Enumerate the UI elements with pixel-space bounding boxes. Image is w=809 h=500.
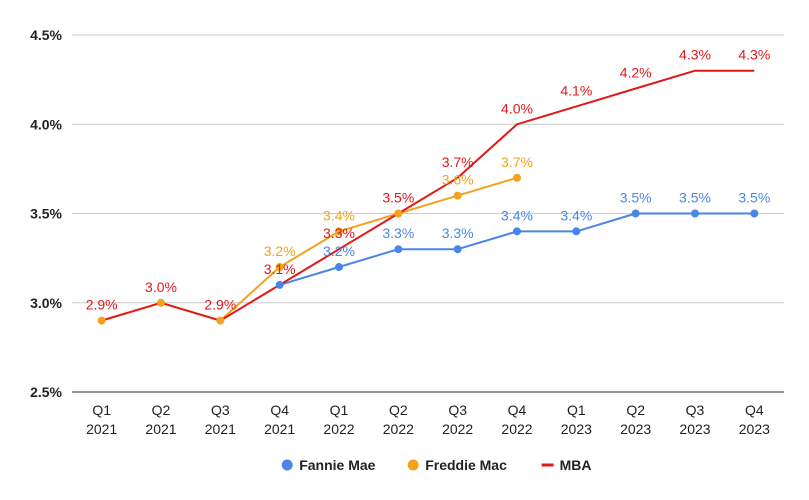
fannie-mae-point (631, 209, 640, 218)
fannie-mae-point (394, 245, 403, 254)
mba-data-label: 2.9% (86, 297, 118, 313)
fannie-mae-point (335, 263, 343, 272)
x-tick-label-quarter: Q4 (745, 402, 764, 418)
x-tick-label-year: 2023 (679, 421, 710, 437)
freddie-mac-point (275, 263, 284, 272)
legend: Fannie Mae Freddie Mac MBA (281, 457, 592, 473)
x-tick-label-year: 2021 (205, 421, 236, 437)
mba-data-label: 4.2% (620, 65, 652, 81)
freddie-mac-point (97, 316, 106, 325)
freddie-mac-data-label: 3.7% (501, 154, 533, 170)
freddie-mac-point (453, 191, 462, 200)
x-tick-label-year: 2021 (145, 421, 176, 437)
x-tick-label-quarter: Q3 (686, 402, 705, 418)
y-tick-label: 4.0% (30, 116, 62, 132)
series-markers (97, 173, 759, 325)
gridlines (72, 34, 784, 393)
freddie-mac-legend-label: Freddie Mac (425, 457, 507, 473)
x-tick-label-quarter: Q1 (567, 402, 586, 418)
fannie-mae-point (453, 245, 462, 254)
mba-legend-label: MBA (560, 457, 592, 473)
x-tick-label-quarter: Q3 (448, 402, 467, 418)
mba-data-label: 4.3% (679, 47, 711, 63)
y-tick-label: 3.0% (30, 295, 62, 311)
freddie-mac-data-label: 3.2% (264, 243, 296, 259)
y-tick-label: 3.5% (30, 206, 62, 222)
x-tick-label-quarter: Q4 (508, 402, 527, 418)
mba-data-label: 2.9% (204, 297, 236, 313)
mba-data-label: 4.3% (738, 47, 770, 63)
mba-data-label: 4.1% (560, 82, 592, 98)
fannie-mae-data-label: 3.3% (442, 225, 474, 241)
freddie-mac-point (157, 298, 165, 307)
fannie-mae-point (275, 280, 284, 289)
freddie-mac-data-label: 3.4% (323, 207, 355, 223)
fannie-mae-point (750, 209, 759, 218)
fannie-mae-data-label: 3.5% (620, 190, 652, 206)
freddie-mac-point (216, 316, 225, 325)
x-tick-label-quarter: Q3 (211, 402, 230, 418)
x-tick-label-quarter: Q2 (626, 402, 645, 418)
x-tick-label-quarter: Q4 (270, 402, 289, 418)
freddie-mac-point (513, 173, 521, 182)
x-tick-label-quarter: Q2 (389, 402, 408, 418)
x-tick-label-quarter: Q1 (330, 402, 349, 418)
freddie-mac-legend-swatch (407, 459, 419, 471)
x-tick-label-quarter: Q2 (152, 402, 171, 418)
x-tick-label-year: 2021 (264, 421, 295, 437)
x-axis: Q1 2021 Q2 2021 Q3 2021 Q4 2021 Q1 2022 Q2 2022 Q3 20… (86, 402, 770, 437)
x-tick-label-year: 2023 (620, 421, 651, 437)
fannie-mae-data-label: 3.5% (738, 190, 770, 206)
mba-data-label: 3.3% (323, 225, 355, 241)
y-axis: 2.5% 3.0% 3.5% 4.0% 4.5% (30, 27, 62, 400)
fannie-mae-legend-label: Fannie Mae (299, 457, 375, 473)
mba-data-label: 4.0% (501, 100, 533, 116)
mba-line (101, 69, 755, 322)
x-tick-label-year: 2021 (86, 421, 117, 437)
freddie-mac-data-label: 3.6% (442, 172, 474, 188)
x-tick-label-year: 2023 (739, 421, 770, 437)
x-tick-label-quarter: Q1 (92, 402, 111, 418)
data-labels: 3.2% 3.3% 3.3% 3.4% 3.4% 3.5% 3.5% 3.5% 3.2% 3.4%… (86, 47, 771, 313)
mba-data-label: 3.1% (264, 261, 296, 277)
fannie-mae-data-label: 3.4% (560, 207, 592, 223)
fannie-mae-data-label: 3.5% (679, 190, 711, 206)
fannie-mae-data-label: 3.2% (323, 243, 355, 259)
fannie-mae-point (513, 227, 521, 236)
fannie-mae-data-label: 3.4% (501, 207, 533, 223)
y-tick-label: 4.5% (30, 27, 62, 43)
fannie-mae-point (691, 209, 699, 218)
series-lines (101, 69, 755, 322)
mba-data-label: 3.5% (382, 190, 414, 206)
freddie-mac-point (394, 209, 403, 218)
y-tick-label: 2.5% (30, 384, 62, 400)
mba-data-label: 3.7% (442, 154, 474, 170)
freddie-mac-point (335, 227, 343, 236)
x-tick-label-year: 2022 (383, 421, 414, 437)
mba-data-label: 3.0% (145, 279, 177, 295)
fannie-mae-data-label: 3.3% (382, 225, 414, 241)
x-tick-label-year: 2022 (442, 421, 473, 437)
x-tick-label-year: 2023 (561, 421, 592, 437)
x-tick-label-year: 2022 (323, 421, 354, 437)
fannie-mae-legend-swatch (281, 459, 293, 471)
fannie-mae-point (572, 227, 581, 236)
x-tick-label-year: 2022 (501, 421, 532, 437)
